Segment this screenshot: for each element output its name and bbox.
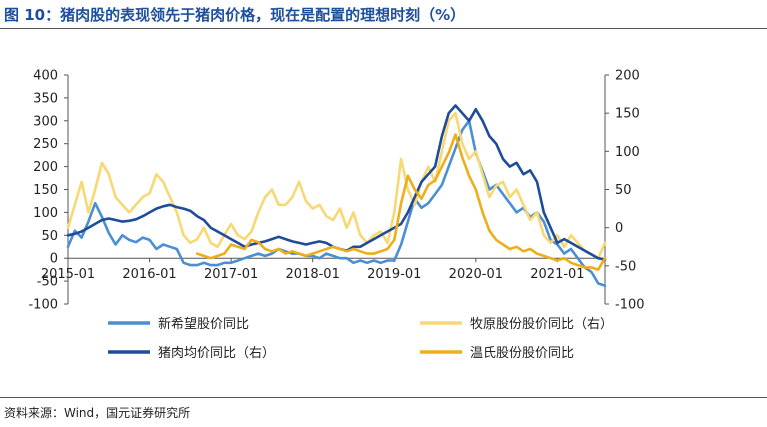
left-tick-label: 400	[33, 69, 58, 84]
source-note: 资料来源：Wind，国元证券研究所	[4, 406, 191, 420]
x-tick-label: 2016-01	[122, 267, 176, 282]
chart-canvas: -100 -50 0 50 100 150 200 250 300 350 400 -100 -50 0 5…	[28, 69, 644, 362]
left-tick-label: 100	[33, 206, 58, 221]
series-line-4	[195, 133, 607, 271]
x-tick-label: 2017-01	[204, 267, 258, 282]
x-tick-label: 2021-01	[530, 267, 584, 282]
left-tick-label: 350	[33, 91, 58, 106]
x-tick-label: 2015-01	[41, 267, 95, 282]
x-tick-label: 2019-01	[367, 267, 421, 282]
x-tick-label: 2020-01	[449, 267, 503, 282]
legend: 新希望股价同比 牧原股份股价同比（右） 猪肉均价同比（右） 温氏股份股价同比	[108, 316, 613, 361]
series-line-3	[66, 104, 607, 261]
right-tick-label: 0	[615, 221, 623, 236]
series-layer	[66, 104, 607, 287]
right-tick-label: 150	[615, 107, 640, 122]
series-line-2	[66, 111, 607, 260]
chart-title: 图 10：猪肉股的表现领先于猪肉价格，现在是配置的理想时刻（%）	[4, 6, 466, 24]
top-rule	[0, 28, 767, 29]
chart-axes: -100 -50 0 50 100 150 200 250 300 350 400 -100 -50 0 5…	[28, 69, 644, 313]
right-tick-label: -50	[615, 259, 636, 274]
left-tick-label: 250	[33, 137, 58, 152]
right-tick-label: 200	[615, 69, 640, 84]
legend-label-3: 猪肉均价同比（右）	[158, 346, 275, 361]
legend-label-4: 温氏股份股价同比	[470, 346, 574, 361]
legend-label-2: 牧原股份股价同比（右）	[470, 317, 613, 332]
left-tick-label: -100	[28, 298, 58, 313]
left-tick-label: 0	[50, 252, 58, 267]
right-tick-label: 50	[615, 183, 632, 198]
right-tick-label: 100	[615, 145, 640, 160]
right-tick-label: -100	[615, 298, 645, 313]
left-tick-label: 50	[41, 229, 58, 244]
left-tick-label: 200	[33, 160, 58, 175]
bottom-rule	[0, 397, 767, 398]
left-tick-label: -50	[37, 275, 58, 290]
series-line-1	[66, 119, 607, 287]
x-tick-label: 2018-01	[286, 267, 340, 282]
legend-label-1: 新希望股价同比	[158, 316, 249, 332]
left-tick-label: 150	[33, 183, 58, 198]
left-tick-label: 300	[33, 114, 58, 129]
